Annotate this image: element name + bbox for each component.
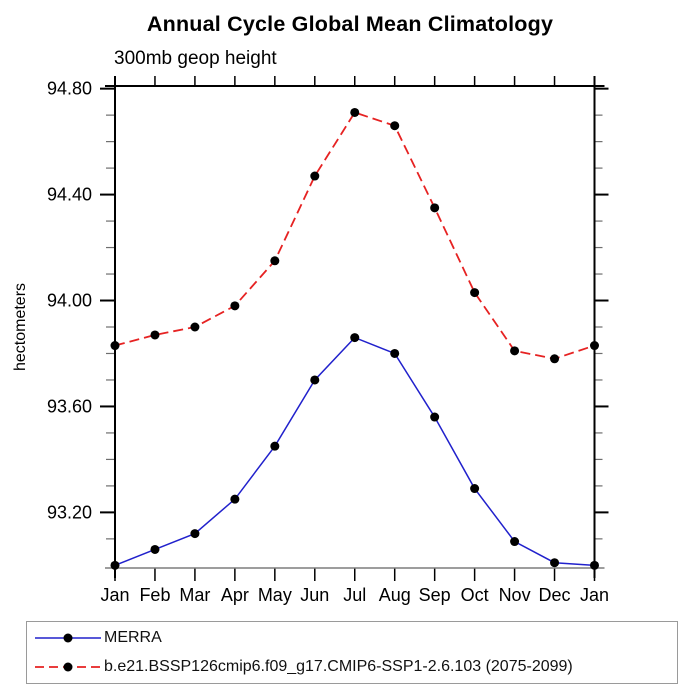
y-tick-label: 94.40 xyxy=(47,185,92,205)
x-tick-label: Oct xyxy=(461,585,489,605)
data-point xyxy=(270,256,280,266)
x-tick-label: Dec xyxy=(539,585,571,605)
data-point xyxy=(190,529,200,539)
data-point xyxy=(390,348,400,358)
y-tick-label: 94.00 xyxy=(47,291,92,311)
data-point xyxy=(310,375,320,385)
x-tick-label: Jan xyxy=(100,585,129,605)
x-tick-label: Jan xyxy=(580,585,609,605)
legend-box: MERRA b.e21.BSSP126cmip6.f09_g17.CMIP6-S… xyxy=(26,621,678,684)
data-point xyxy=(310,171,320,181)
data-point xyxy=(590,341,599,351)
legend-item-merra: MERRA xyxy=(32,625,677,652)
data-point xyxy=(510,346,520,356)
data-point xyxy=(470,484,480,494)
data-point xyxy=(590,560,599,570)
data-point xyxy=(230,301,240,311)
legend-label-model: b.e21.BSSP126cmip6.f09_g17.CMIP6-SSP1-2.… xyxy=(104,658,573,675)
plot-area: 93.20 93.60 94.00 94.40 94.80 Jan Feb Mar Apr May… xyxy=(12,76,609,605)
data-point xyxy=(110,341,120,351)
y-tick-label: 93.60 xyxy=(47,396,92,416)
x-tick-label: Mar xyxy=(179,585,210,605)
data-point xyxy=(550,354,560,364)
x-tick-label: Feb xyxy=(139,585,170,605)
data-point xyxy=(270,441,280,451)
data-point xyxy=(390,121,400,131)
data-point xyxy=(350,107,360,117)
data-point xyxy=(230,494,240,504)
merra-line-sample-icon xyxy=(35,633,101,643)
x-tick-label: Nov xyxy=(499,585,531,605)
data-point xyxy=(550,558,560,568)
data-point xyxy=(150,330,160,340)
data-point xyxy=(430,203,440,213)
y-tick-label: 93.20 xyxy=(47,502,92,522)
x-tick-label: Sep xyxy=(419,585,451,605)
legend-marker-1 xyxy=(63,662,73,672)
model-line-sample-icon xyxy=(35,662,101,672)
data-point xyxy=(150,544,160,554)
series-line-0 xyxy=(114,336,595,567)
series-line-1 xyxy=(114,111,595,360)
data-point xyxy=(510,537,520,547)
x-tick-label: Jul xyxy=(343,585,366,605)
data-point xyxy=(110,560,120,570)
x-tick-label: Apr xyxy=(221,585,249,605)
data-point xyxy=(430,412,440,422)
y-axis-label: hectometers xyxy=(12,283,29,371)
data-point xyxy=(470,288,480,298)
data-point xyxy=(350,333,360,343)
legend-marker-0 xyxy=(63,633,73,643)
chart-title: Annual Cycle Global Mean Climatology xyxy=(146,12,554,36)
data-point xyxy=(190,322,200,332)
chart-subtitle: 300mb geop height xyxy=(114,48,277,69)
x-tick-label: May xyxy=(258,585,292,605)
legend-item-model: b.e21.BSSP126cmip6.f09_g17.CMIP6-SSP1-2.… xyxy=(32,654,677,681)
x-tick-label: Aug xyxy=(379,585,411,605)
x-tick-label: Jun xyxy=(300,585,329,605)
legend-label-merra: MERRA xyxy=(104,629,162,646)
y-tick-label: 94.80 xyxy=(47,79,92,99)
